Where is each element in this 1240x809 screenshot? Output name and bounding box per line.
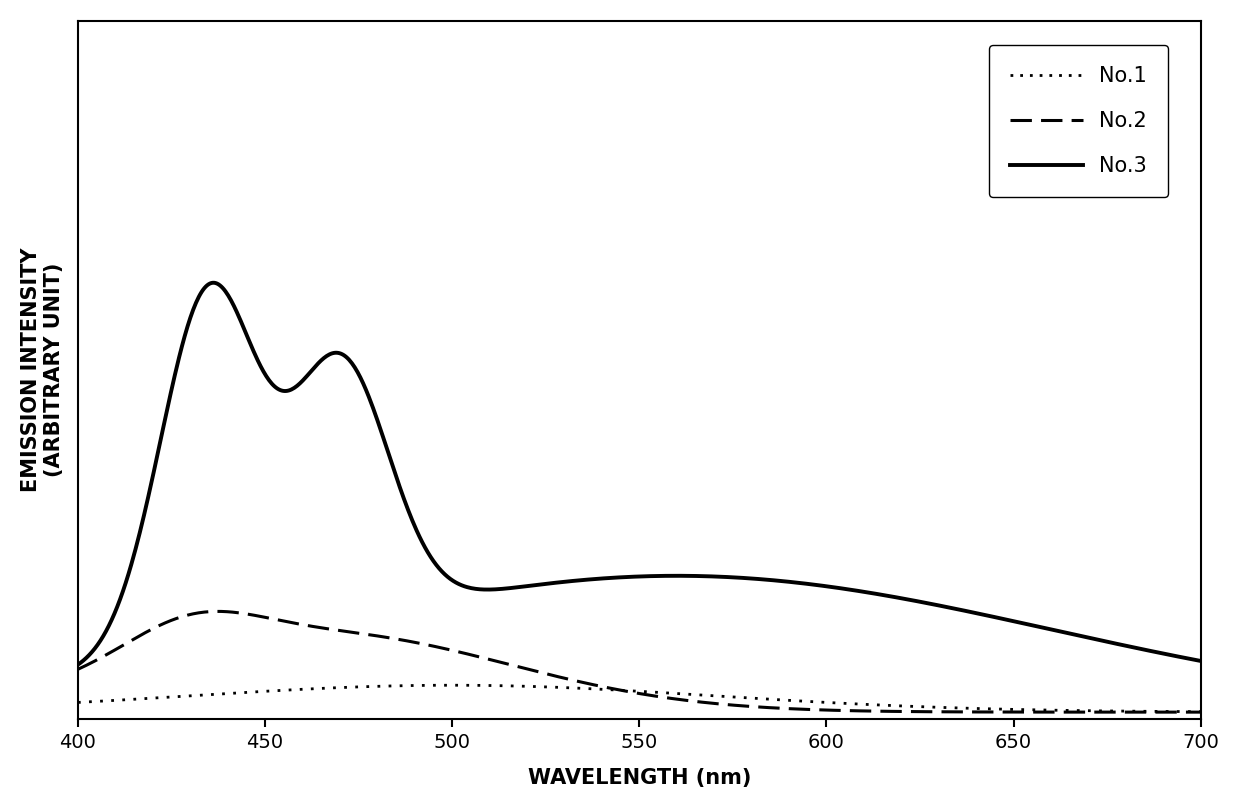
X-axis label: WAVELENGTH (nm): WAVELENGTH (nm) (528, 769, 751, 788)
Legend: No.1, No.2, No.3: No.1, No.2, No.3 (988, 45, 1168, 197)
Y-axis label: EMISSION INTENSITY
(ARBITRARY UNIT): EMISSION INTENSITY (ARBITRARY UNIT) (21, 248, 64, 493)
